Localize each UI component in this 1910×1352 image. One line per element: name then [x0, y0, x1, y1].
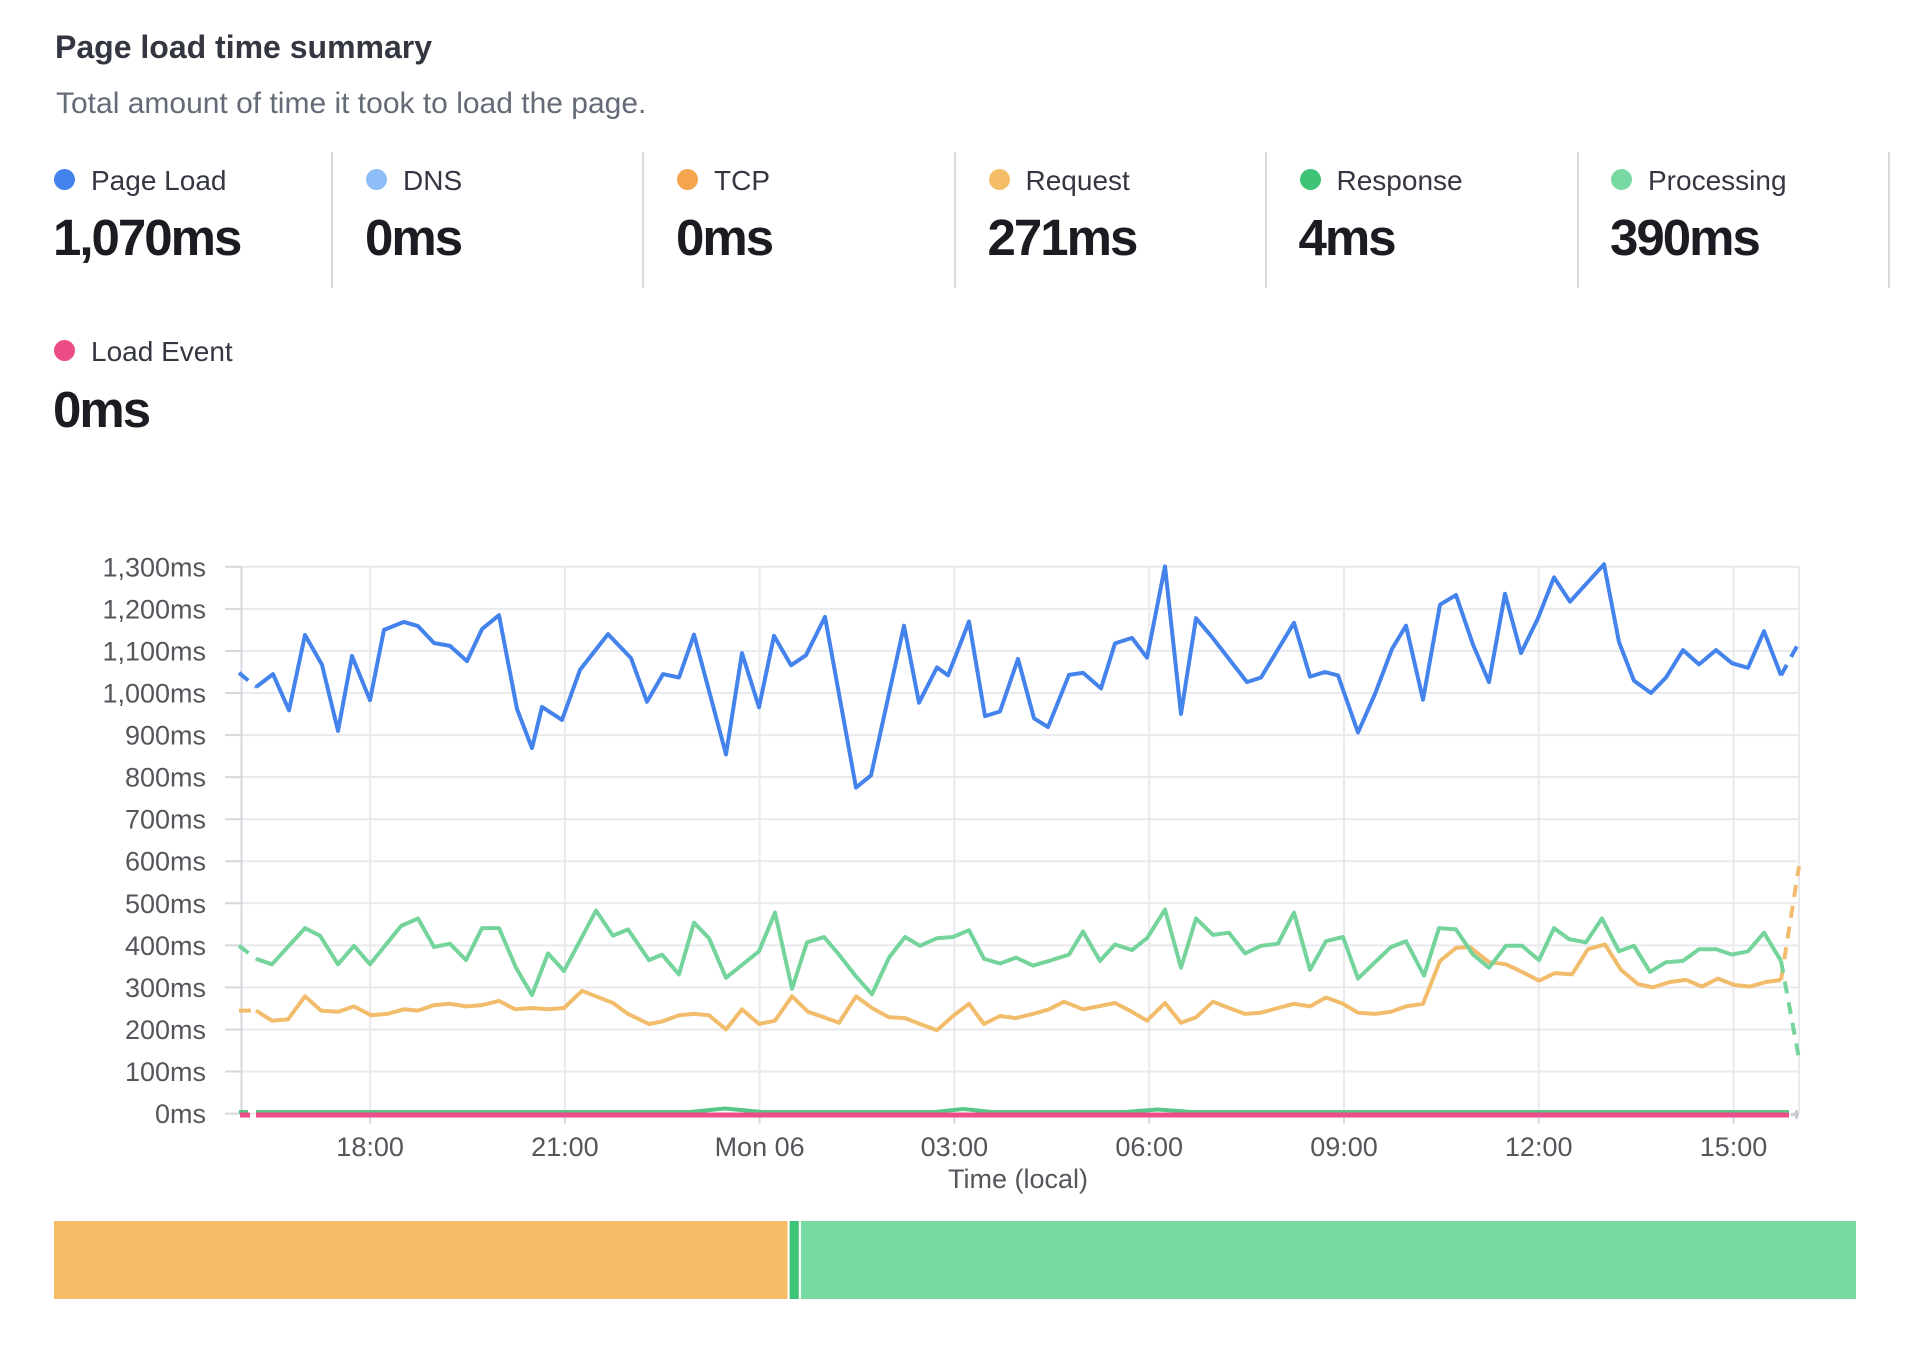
svg-text:400ms: 400ms: [125, 931, 206, 961]
svg-text:1,200ms: 1,200ms: [102, 594, 206, 624]
svg-text:600ms: 600ms: [125, 847, 206, 877]
svg-text:200ms: 200ms: [125, 1015, 206, 1045]
svg-text:06:00: 06:00: [1115, 1132, 1183, 1162]
svg-text:800ms: 800ms: [125, 763, 206, 793]
svg-text:1,000ms: 1,000ms: [102, 679, 206, 709]
svg-text:1,100ms: 1,100ms: [102, 637, 206, 667]
svg-text:18:00: 18:00: [336, 1132, 404, 1162]
svg-text:21:00: 21:00: [531, 1132, 599, 1162]
svg-text:300ms: 300ms: [125, 973, 206, 1003]
svg-text:0ms: 0ms: [155, 1099, 206, 1129]
svg-text:Time (local): Time (local): [948, 1164, 1088, 1194]
svg-text:12:00: 12:00: [1505, 1132, 1573, 1162]
svg-text:Mon 06: Mon 06: [715, 1132, 805, 1162]
svg-text:03:00: 03:00: [921, 1132, 989, 1162]
svg-text:09:00: 09:00: [1310, 1132, 1378, 1162]
svg-text:700ms: 700ms: [125, 805, 206, 835]
svg-text:500ms: 500ms: [125, 889, 206, 919]
svg-text:100ms: 100ms: [125, 1057, 206, 1087]
svg-text:1,300ms: 1,300ms: [102, 552, 206, 582]
svg-text:900ms: 900ms: [125, 721, 206, 751]
svg-text:15:00: 15:00: [1700, 1132, 1768, 1162]
